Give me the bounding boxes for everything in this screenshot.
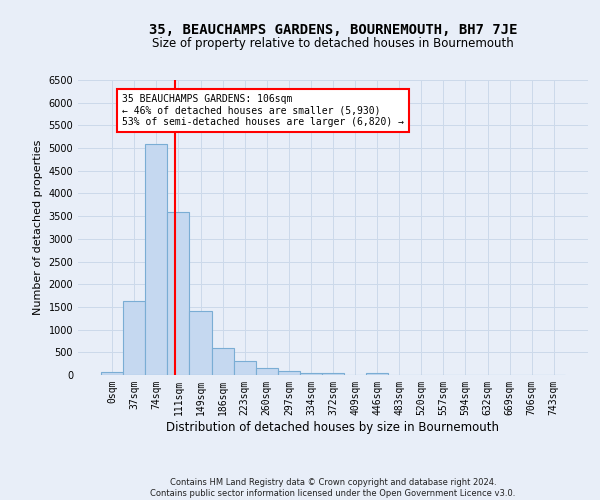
Bar (123, 301, 145, 375)
Bar (256, 368, 278, 375)
Text: Size of property relative to detached houses in Bournemouth: Size of property relative to detached ho… (152, 38, 514, 51)
Y-axis label: Number of detached properties: Number of detached properties (33, 140, 43, 315)
Bar (300, 372, 322, 375)
Bar (212, 348, 233, 375)
X-axis label: Distribution of detached houses by size in Bournemouth: Distribution of detached houses by size … (167, 420, 499, 434)
Text: 35, BEAUCHAMPS GARDENS, BOURNEMOUTH, BH7 7JE: 35, BEAUCHAMPS GARDENS, BOURNEMOUTH, BH7… (149, 22, 517, 36)
Bar (190, 311, 212, 375)
Bar (145, 144, 167, 375)
Bar (101, 372, 123, 375)
Bar (233, 361, 256, 375)
Bar (322, 372, 344, 375)
Text: Contains HM Land Registry data © Crown copyright and database right 2024.
Contai: Contains HM Land Registry data © Crown c… (151, 478, 515, 498)
Text: 35 BEAUCHAMPS GARDENS: 106sqm
← 46% of detached houses are smaller (5,930)
53% o: 35 BEAUCHAMPS GARDENS: 106sqm ← 46% of d… (122, 94, 404, 127)
Bar (278, 370, 300, 375)
Bar (167, 212, 190, 375)
Bar (366, 372, 388, 375)
